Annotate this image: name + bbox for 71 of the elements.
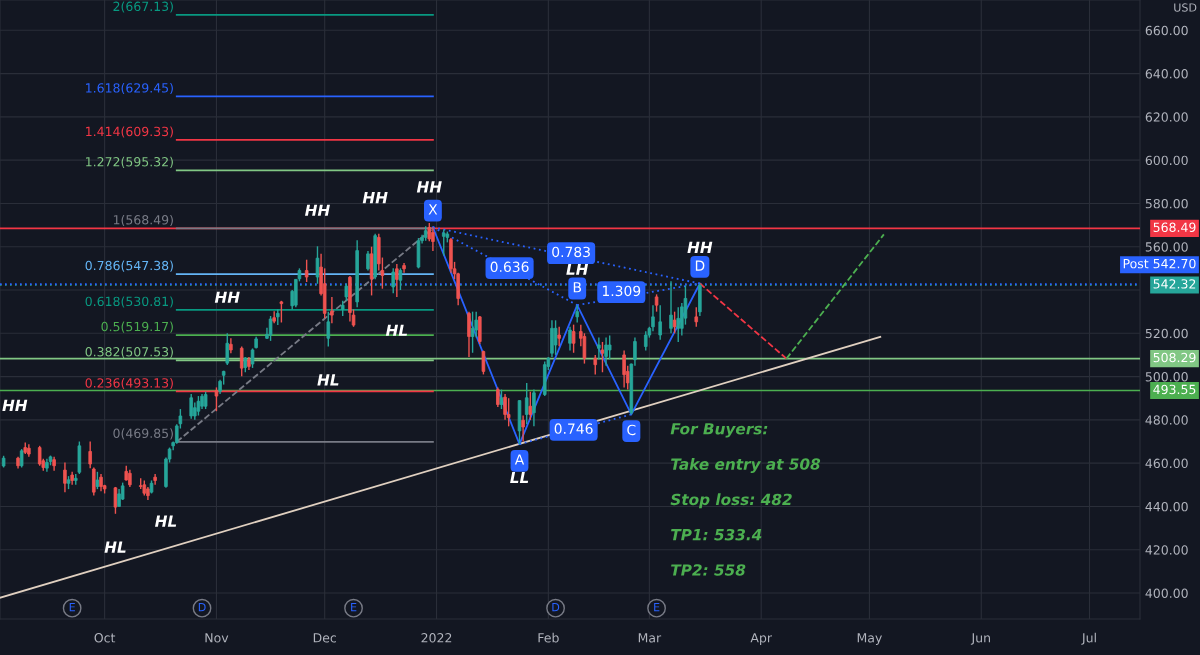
y-tick-label: 500.00	[1145, 372, 1188, 382]
x-tick-label: May	[857, 633, 882, 645]
ref-line-label: Post 542.70	[1123, 258, 1196, 269]
x-tick-label: Nov	[205, 633, 229, 643]
annotation: D	[552, 603, 560, 612]
ref-line-label: 542.32	[1153, 279, 1196, 289]
annotation: X	[428, 204, 438, 215]
y-tick-label: 600.00	[1145, 155, 1188, 166]
y-tick-label: 560.00	[1145, 242, 1188, 252]
annotation: HH	[305, 204, 330, 216]
ref-line-label: 568.49	[1153, 222, 1196, 232]
x-tick-label: Jul	[1081, 632, 1096, 645]
annotation: E	[351, 603, 357, 612]
x-tick-label: Oct	[94, 633, 116, 643]
series-label: 0(469.85)	[113, 428, 173, 440]
x-tick-label: Apr	[750, 633, 773, 645]
annotation: E	[69, 603, 75, 612]
y-tick-label: 420.00	[1145, 545, 1188, 555]
y-tick-label: 660.00	[1145, 25, 1188, 36]
series-label: 0.236(493.13)	[85, 377, 173, 390]
y-tick-label: 440.00	[1145, 501, 1188, 512]
series-label: 1.272(595.32)	[86, 156, 173, 168]
annotation: HH	[362, 192, 388, 204]
annotation: C	[627, 424, 636, 436]
y-tick-label: 400.00	[1145, 588, 1188, 598]
series-label: 2(667.13)	[113, 1, 173, 13]
y-tick-label: 460.00	[1145, 458, 1188, 469]
annotation: D	[198, 603, 206, 612]
y-tick-label: 480.00	[1145, 415, 1188, 425]
x-tick-label: 2022	[421, 633, 452, 643]
annotation: LH	[566, 263, 589, 275]
annotation: HL	[104, 541, 126, 553]
annotation: Take entry at 508	[671, 458, 821, 473]
y-tick-label: 640.00	[1145, 69, 1188, 79]
annotation: HL	[317, 374, 339, 386]
y-tick-label: 620.00	[1145, 112, 1188, 122]
annotation: TP1: 533.4	[671, 528, 762, 541]
y-tick-label: 580.00	[1145, 198, 1188, 209]
annotation: 0.783	[552, 246, 590, 258]
annotation: HH	[214, 291, 240, 303]
x-tick-label: Jun	[970, 633, 990, 645]
annotation: LL	[510, 471, 529, 484]
series-label: 0.618(530.81)	[85, 296, 173, 308]
annotation: D	[695, 260, 705, 271]
annotation: 0.746	[554, 423, 593, 434]
series-label: 1.414(609.33)	[86, 126, 173, 138]
annotation: HH	[416, 181, 442, 193]
annotation: HH	[687, 241, 713, 254]
series-label: 0.382(507.53)	[85, 346, 173, 358]
ref-line-label: 508.29	[1153, 352, 1196, 363]
annotation: HH	[2, 399, 28, 411]
annotation: 0.636	[490, 261, 529, 273]
y-axis-title: USD	[1174, 3, 1197, 12]
annotation: A	[514, 454, 525, 465]
x-tick-label: Feb	[538, 632, 559, 643]
series-label: 0.786(547.38)	[85, 260, 173, 272]
annotation: HL	[155, 515, 177, 527]
annotation: 1.309	[602, 285, 641, 297]
x-tick-label: Mar	[638, 633, 662, 643]
annotation: B	[573, 282, 581, 293]
annotation: Stop loss: 482	[670, 493, 792, 509]
ref-line-label: 493.55	[1153, 384, 1196, 395]
series-label: 1.618(629.45)	[86, 82, 173, 95]
annotation: E	[654, 603, 660, 612]
annotation: TP2: 558	[671, 564, 746, 576]
annotation: For Buyers:	[670, 423, 768, 438]
x-tick-label: Dec	[313, 633, 336, 643]
annotation: HL	[385, 324, 408, 336]
series-label: 0.5(519.17)	[101, 321, 173, 333]
y-tick-label: 520.00	[1145, 328, 1188, 339]
series-label: 1(568.49)	[113, 214, 173, 227]
